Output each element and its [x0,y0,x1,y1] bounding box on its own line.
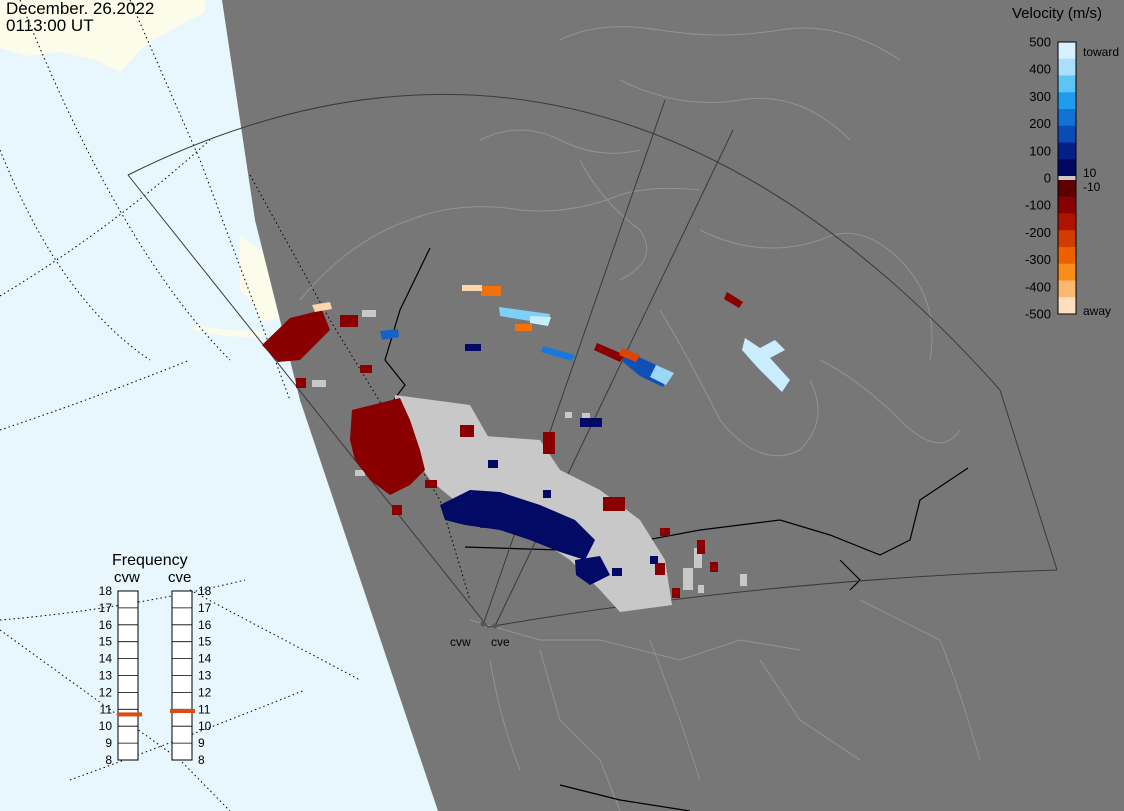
velocity-neg-threshold: -10 [1083,180,1101,194]
velocity-colorbar-away-segment [1058,297,1076,315]
frequency-tick-right: 17 [198,601,212,615]
velocity-away-label: away [1083,304,1111,318]
velocity-tick-label: 400 [1029,62,1051,77]
velocity-legend: 500 400 300 200 100 0 -100 -200 -300 -400 -500 tow… [1025,35,1119,322]
velocity-tick-label: -300 [1025,252,1051,267]
cell-lightblue-2 [530,316,551,326]
frequency-marker-cvw [117,712,142,717]
velocity-colorbar [1058,42,1076,315]
frequency-tick-left: 9 [105,736,112,750]
velocity-colorbar-away-segment [1058,213,1076,231]
radar-site-cvw-marker [480,621,486,627]
velocity-tick-label: 500 [1029,35,1051,50]
velocity-tick-label: -500 [1025,307,1051,322]
velocity-colorbar-away-segment [1058,180,1076,198]
velocity-colorbar-frame [1057,41,1077,315]
frequency-tick-right: 13 [198,669,212,683]
cell-peach-1 [462,285,482,291]
frequency-tick-left: 8 [105,753,112,767]
velocity-colorbar-away-segment [1058,247,1076,265]
velocity-toward-cells [440,344,658,585]
frequency-tick-right: 16 [198,618,212,632]
velocity-colorbar-toward-segment [1058,142,1076,160]
velocity-colorbar-toward-segment [1058,58,1076,77]
frequency-tick-left: 11 [100,702,113,716]
frequency-tick-left: 12 [99,685,113,699]
frequency-radar-cvw-label: cvw [114,569,140,586]
frequency-grid [117,590,193,761]
cell-orange-1 [481,286,501,296]
velocity-tick-label: -200 [1025,225,1051,240]
velocity-tick-label: 200 [1029,116,1051,131]
radar-site-cvw-label: cvw [450,635,471,649]
field-of-view [127,93,1058,628]
velocity-colorbar-toward-segment [1058,109,1076,127]
frequency-title: Frequency [112,552,188,569]
night-terminator-region [222,0,1124,811]
frequency-tick-left: 13 [99,669,113,683]
velocity-colorbar-toward-segment [1058,159,1076,177]
velocity-colorbar-away-segment [1058,263,1076,282]
velocity-colorbar-away-segment [1058,230,1076,248]
velocity-colorbar-away-segment [1058,280,1076,298]
night-coastlines [299,26,981,811]
cell-blue-2 [380,329,399,340]
cell-orange-2 [515,324,532,331]
frequency-tick-left: 17 [99,601,113,615]
velocity-pos-threshold: 10 [1083,166,1097,180]
frequency-tick-left: 10 [99,719,113,733]
frequency-radar-cve-label: cve [168,569,191,586]
velocity-tick-label: 300 [1029,89,1051,104]
velocity-colorbar-gs-segment [1058,176,1076,180]
radar-site-cve-marker [492,623,498,629]
frequency-tick-left: 16 [99,618,113,632]
frequency-tick-right: 11 [198,702,211,716]
date-label: December. 26.2022 [6,0,155,18]
frequency-tick-right: 9 [198,736,205,750]
cell-blue-1 [541,346,575,361]
cell-orange-3 [619,348,640,362]
frequency-tick-left: 15 [99,635,113,649]
cell-lightblue-4 [742,338,790,392]
frequency-panel: Frequency cvw cve 18 18 17 17 16 16 15 15 14 14 13… [99,552,212,767]
velocity-colorbar-toward-segment [1058,75,1076,93]
time-label: 0113:00 UT [6,16,94,35]
cell-lightblue-3 [650,365,674,385]
velocity-tick-label: -400 [1025,279,1051,294]
frequency-tick-left: 18 [99,584,113,598]
frequency-marker-cve [170,709,195,713]
velocity-colorbar-toward-segment [1058,125,1076,144]
aleutian-arc [190,325,265,338]
frequency-tick-right: 10 [198,719,212,733]
frequency-tick-right: 14 [198,652,212,666]
velocity-colorbar-toward-segment [1058,42,1076,60]
frequency-tick-right: 12 [198,685,212,699]
velocity-colorbar-away-segment [1058,196,1076,215]
daylit-land-siberia [0,0,205,72]
velocity-colorbar-toward-segment [1058,92,1076,110]
velocity-legend-title: Velocity (m/s) [1012,5,1103,22]
frequency-tick-right: 15 [198,635,212,649]
radar-site-cve-label: cve [491,635,510,649]
velocity-tick-label: 100 [1029,143,1051,158]
velocity-away-cells [262,292,743,598]
frequency-ticks: 18 18 17 17 16 16 15 15 14 14 13 13 12 12 11 11 10 10 9 9 8 8 [99,584,212,767]
velocity-tick-label: -100 [1025,198,1051,213]
cell-peach-2 [312,302,332,312]
velocity-ticks: 500 400 300 200 100 0 -100 -200 -300 -400 -500 [1025,35,1051,322]
velocity-toward-label: toward [1083,45,1119,59]
velocity-tick-label: 0 [1044,171,1051,186]
frequency-tick-left: 14 [99,652,113,666]
frequency-tick-right: 18 [198,584,212,598]
frequency-tick-right: 8 [198,753,205,767]
